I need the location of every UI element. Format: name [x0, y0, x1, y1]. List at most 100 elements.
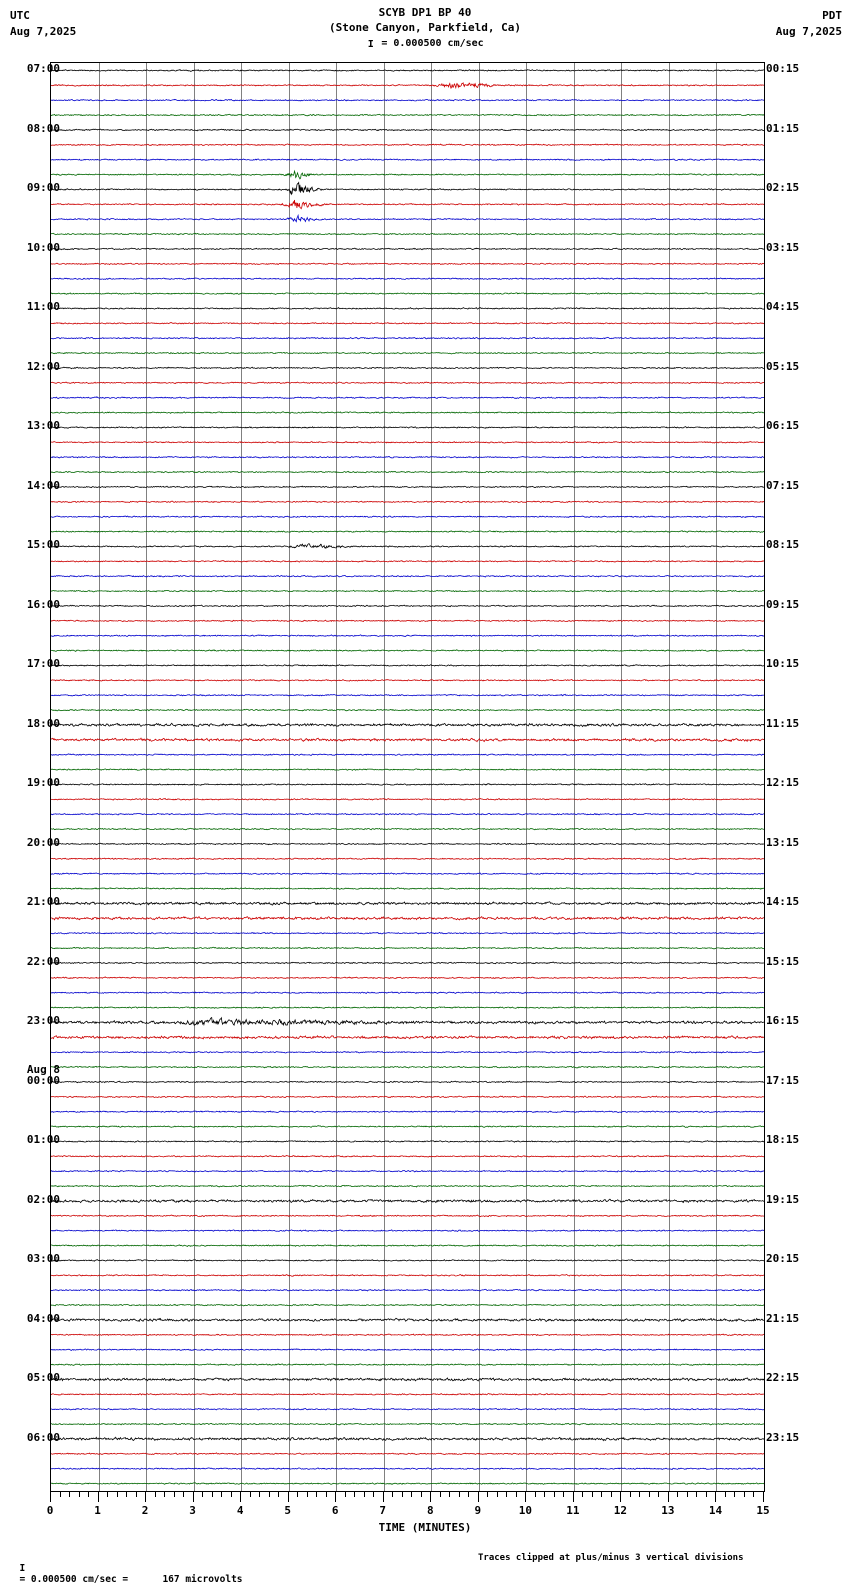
gridline-minute-12 [621, 63, 622, 1491]
left-time-label-0900: 09:00 [26, 181, 60, 195]
trace-11 [51, 232, 764, 236]
trace-90 [51, 1407, 764, 1411]
left-time-label-1800: 18:00 [26, 716, 60, 730]
left-time-label-0100: 01:00 [26, 1133, 60, 1147]
trace-79 [51, 1244, 764, 1247]
x-tick-label-3: 3 [189, 1504, 196, 1517]
left-time-label-0600: 06:00 [26, 1430, 60, 1444]
trace-30 [51, 515, 764, 519]
gridline-minute-4 [241, 63, 242, 1491]
trace-15 [51, 292, 764, 295]
trace-24 [51, 426, 764, 429]
trace-39 [51, 649, 764, 652]
axis-tick-66 [677, 1491, 678, 1497]
left-time-label-0700: 07:00 [26, 62, 60, 76]
timezone-utc-label: UTC [10, 9, 30, 22]
axis-tick-0 [50, 1491, 51, 1502]
scale-reference: I = 0.000500 cm/sec [0, 38, 850, 50]
right-time-label-1715: 17:15 [766, 1073, 800, 1087]
trace-49 [51, 797, 764, 801]
axis-tick-32 [354, 1491, 355, 1497]
trace-17 [51, 322, 764, 325]
trace-45 [51, 737, 764, 743]
axis-tick-4 [88, 1491, 89, 1497]
trace-4 [51, 128, 764, 132]
axis-tick-46 [487, 1491, 488, 1497]
header-left-block: UTC Aug 7,2025 [10, 8, 76, 40]
axis-tick-37 [402, 1491, 403, 1497]
x-tick-label-1: 1 [94, 1504, 101, 1517]
trace-48 [51, 783, 764, 786]
trace-28 [51, 485, 764, 489]
pdt-date-label: Aug 7,2025 [775, 25, 842, 38]
trace-69 [51, 1095, 764, 1099]
right-time-label-0115: 01:15 [766, 121, 800, 135]
gridline-minute-5 [289, 63, 290, 1491]
scale-reference-text: = 0.000500 cm/sec [381, 38, 484, 49]
left-time-label-2100: 21:00 [26, 895, 60, 909]
axis-tick-72 [734, 1491, 735, 1497]
trace-86 [51, 1348, 764, 1351]
gridline-minute-10 [526, 63, 527, 1491]
left-time-label-0500: 05:00 [26, 1371, 60, 1385]
left-time-label-2300: 23:00 [26, 1014, 60, 1028]
trace-85 [51, 1333, 764, 1337]
trace-44 [51, 722, 764, 728]
trace-19 [51, 351, 764, 355]
left-time-label-1200: 12:00 [26, 359, 60, 373]
axis-tick-58 [601, 1491, 602, 1497]
trace-47 [51, 768, 764, 771]
left-time-label-1900: 19:00 [26, 776, 60, 790]
axis-tick-28 [316, 1491, 317, 1497]
right-time-label-0415: 04:15 [766, 300, 800, 314]
axis-tick-42 [449, 1491, 450, 1497]
right-time-label-1615: 16:15 [766, 1014, 800, 1028]
gridline-minute-6 [336, 63, 337, 1491]
right-time-label-1215: 12:15 [766, 776, 800, 790]
axis-tick-15 [193, 1491, 194, 1502]
gridlines [51, 63, 764, 1491]
right-time-label-1315: 13:15 [766, 835, 800, 849]
right-time-label-0515: 05:15 [766, 359, 800, 373]
trace-67 [51, 1065, 764, 1069]
x-tick-label-6: 6 [331, 1504, 339, 1517]
header-center-block: SCYB DP1 BP 40 (Stone Canyon, Parkfield,… [0, 5, 850, 35]
x-tick-label-11: 11 [566, 1504, 580, 1517]
axis-tick-9 [136, 1491, 137, 1497]
trace-78 [51, 1229, 764, 1232]
axis-tick-8 [126, 1491, 127, 1497]
axis-tick-22 [259, 1491, 260, 1497]
axis-tick-69 [706, 1491, 707, 1497]
trace-8 [51, 181, 764, 196]
axis-tick-35 [383, 1491, 384, 1502]
trace-32 [51, 543, 764, 550]
axis-tick-19 [231, 1491, 232, 1497]
axis-tick-44 [468, 1491, 469, 1497]
axis-tick-74 [753, 1491, 754, 1497]
trace-1 [51, 82, 764, 90]
axis-tick-25 [288, 1491, 289, 1502]
x-axis-ticks [50, 1491, 764, 1503]
left-time-label-2000: 20:00 [26, 835, 60, 849]
left-time-label-1300: 13:00 [26, 419, 60, 433]
axis-tick-43 [459, 1491, 460, 1497]
x-tick-label-9: 9 [474, 1504, 482, 1517]
axis-tick-59 [611, 1491, 612, 1497]
x-tick-label-7: 7 [379, 1504, 387, 1517]
trace-20 [51, 366, 764, 370]
right-time-label-0815: 08:15 [766, 538, 800, 552]
right-time-label-0615: 06:15 [766, 419, 800, 433]
axis-tick-23 [269, 1491, 270, 1497]
trace-60 [51, 961, 764, 965]
axis-tick-45 [478, 1491, 479, 1502]
seismogram-plot [50, 62, 765, 1492]
axis-tick-63 [649, 1491, 650, 1497]
left-time-label-1000: 10:00 [26, 240, 60, 254]
trace-81 [51, 1273, 764, 1277]
trace-31 [51, 530, 764, 533]
left-time-label-1500: 15:00 [26, 538, 60, 552]
trace-87 [51, 1363, 764, 1366]
trace-63 [51, 1006, 764, 1009]
right-time-label-0215: 02:15 [766, 181, 800, 195]
trace-54 [51, 872, 764, 876]
